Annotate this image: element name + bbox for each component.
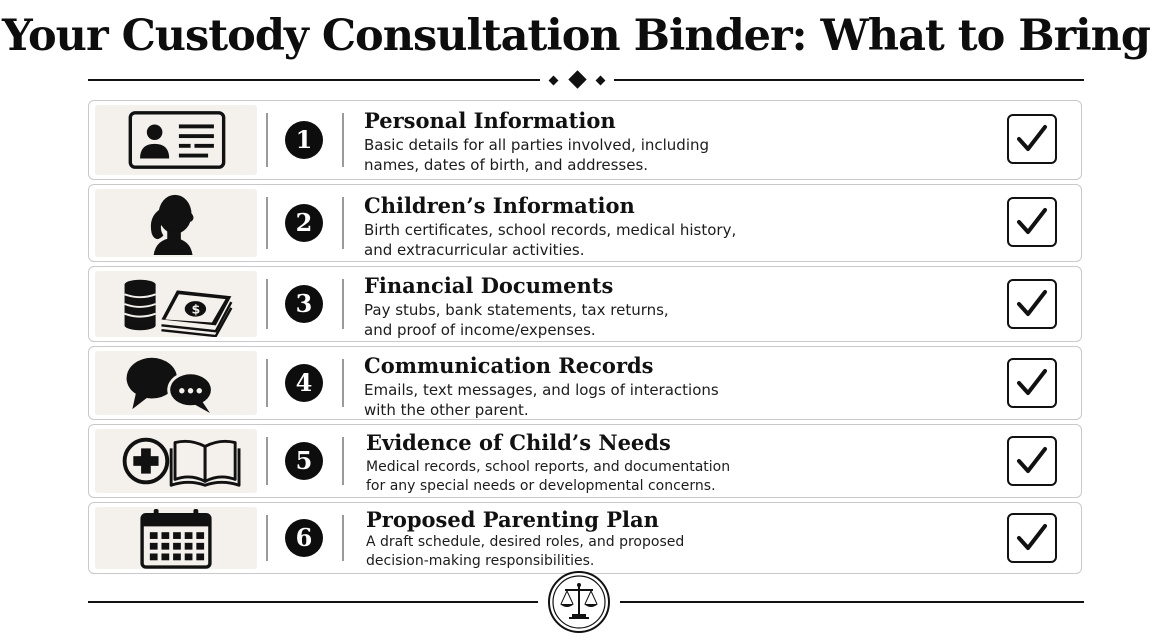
item-title: Proposed Parenting Plan — [366, 507, 659, 532]
checkbox-checked[interactable] — [1007, 513, 1057, 563]
footer-divider — [88, 570, 1084, 636]
scales-of-justice-icon — [547, 570, 611, 634]
item-title: Personal Information — [364, 108, 616, 133]
step-number: 3 — [285, 285, 323, 323]
svg-text:$: $ — [192, 302, 201, 317]
item-description: Basic details for all parties involved, … — [364, 136, 710, 174]
checkbox-checked[interactable] — [1007, 279, 1057, 329]
speech-bubbles-icon — [95, 351, 257, 415]
item-description: Medical records, school reports, and doc… — [366, 459, 731, 494]
step-number: 1 — [285, 121, 323, 159]
page-title: Your Custody Consultation Binder: What t… — [2, 11, 1151, 61]
checkbox-checked[interactable] — [1007, 114, 1057, 164]
item-title: Children’s Information — [364, 193, 635, 218]
list-item: 4 Communication Records Emails, text mes… — [88, 346, 1082, 420]
list-item: 6 Proposed Parenting Plan A draft schedu… — [88, 502, 1082, 574]
step-number: 2 — [285, 204, 323, 242]
step-number: 6 — [285, 519, 323, 557]
id-card-icon — [95, 105, 257, 175]
checkbox-checked[interactable] — [1007, 436, 1057, 486]
calendar-icon — [95, 507, 257, 569]
checkbox-checked[interactable] — [1007, 358, 1057, 408]
item-description: Birth certificates, school records, medi… — [364, 221, 737, 259]
list-item: 2 Children’s Information Birth certifica… — [88, 184, 1082, 262]
title-divider — [88, 70, 1084, 90]
list-item: $ 3 Financial Documents Pay stubs, bank … — [88, 266, 1082, 342]
item-description: Emails, text messages, and logs of inter… — [364, 381, 719, 419]
item-title: Evidence of Child’s Needs — [366, 430, 671, 455]
step-number: 4 — [285, 364, 323, 402]
medical-book-icon — [95, 429, 257, 493]
list-item: 5 Evidence of Child’s Needs Medical reco… — [88, 424, 1082, 498]
checkbox-checked[interactable] — [1007, 197, 1057, 247]
child-silhouette-icon — [95, 189, 257, 257]
item-title: Communication Records — [364, 353, 654, 378]
step-number: 5 — [285, 442, 323, 480]
item-description: Pay stubs, bank statements, tax returns,… — [364, 301, 669, 339]
item-description: A draft schedule, desired roles, and pro… — [366, 534, 685, 569]
item-title: Financial Documents — [364, 273, 614, 298]
money-coins-icon: $ — [95, 271, 257, 337]
list-item: 1 Personal Information Basic details for… — [88, 100, 1082, 180]
